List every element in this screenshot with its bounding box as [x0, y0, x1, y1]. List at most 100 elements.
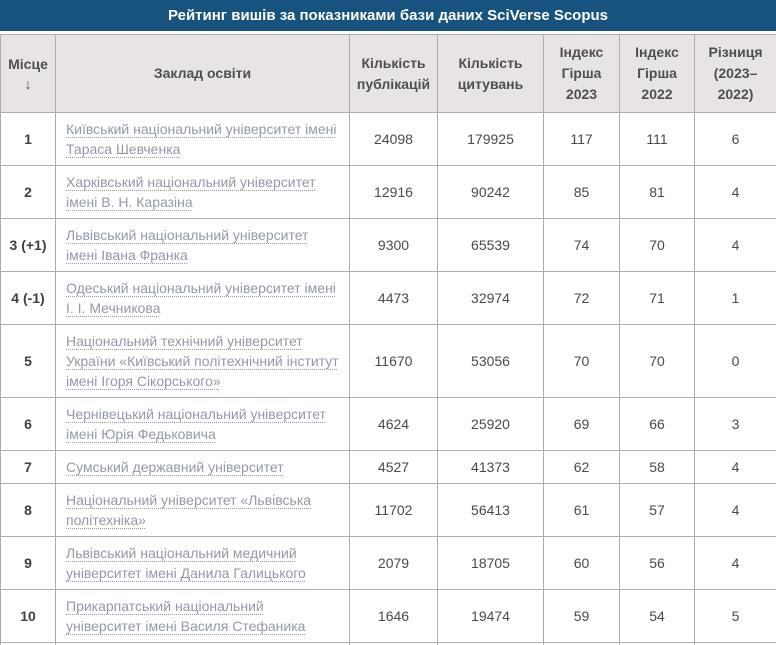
- hirsch-2022-cell: 66: [619, 397, 695, 451]
- rank-cell: 9: [0, 536, 56, 590]
- institution-link[interactable]: Чернівецький національний університет ім…: [66, 406, 326, 442]
- col-header-hirsch-2023-label: Індекс Гірша 2023: [559, 44, 604, 102]
- col-header-difference-label: Різниця (2023–2022): [708, 44, 763, 102]
- hirsch-2023-cell: 117: [543, 112, 620, 166]
- ranking-table: Місце ↓ Заклад освіти Кількість публікац…: [0, 34, 776, 645]
- institution-cell: Львівський національний університет імен…: [55, 218, 350, 272]
- table-row: 6 Чернівецький національний університет …: [0, 397, 776, 451]
- table-row: 5 Національний технічний університет Укр…: [0, 324, 776, 398]
- col-header-hirsch-2023: Індекс Гірша 2023: [543, 34, 620, 113]
- rank-cell: 3 (+1): [0, 218, 56, 272]
- hirsch-2023-cell: 62: [543, 450, 620, 484]
- col-header-citations-label: Кількість цитувань: [457, 54, 524, 92]
- institution-cell: Прикарпатський національний університет …: [55, 589, 350, 643]
- citations-cell: 41373: [437, 450, 544, 484]
- col-header-institution-label: Заклад освіти: [153, 65, 252, 81]
- citations-cell: 18705: [437, 536, 544, 590]
- difference-cell: 1: [694, 271, 776, 325]
- hirsch-2022-cell: 81: [619, 165, 695, 219]
- table-body: 1 Київський національний університет іме…: [0, 112, 776, 643]
- publications-cell: 11702: [349, 483, 438, 537]
- rank-cell: 7: [0, 450, 56, 484]
- hirsch-2023-cell: 61: [543, 483, 620, 537]
- rank-cell: 6: [0, 397, 56, 451]
- table-row: 7 Сумський державний університет 4527 41…: [0, 450, 776, 484]
- hirsch-2023-cell: 74: [543, 218, 620, 272]
- hirsch-2023-cell: 85: [543, 165, 620, 219]
- institution-link[interactable]: Національний університет «Львівська полі…: [66, 492, 312, 528]
- institution-link[interactable]: Сумський державний університет: [66, 459, 284, 475]
- publications-cell: 2079: [349, 536, 438, 590]
- institution-cell: Харківський національний університет іме…: [55, 165, 350, 219]
- clipped-next-row: [0, 642, 776, 645]
- hirsch-2022-cell: 71: [619, 271, 695, 325]
- difference-cell: 4: [694, 483, 776, 537]
- institution-link[interactable]: Харківський національний університет іме…: [66, 174, 316, 210]
- publications-cell: 4527: [349, 450, 438, 484]
- institution-link[interactable]: Одеський національний університет імені …: [66, 280, 336, 316]
- hirsch-2022-cell: 70: [619, 324, 695, 398]
- rank-cell: 5: [0, 324, 56, 398]
- citations-cell: 179925: [437, 112, 544, 166]
- institution-link[interactable]: Київський національний університет імені…: [66, 121, 337, 157]
- hirsch-2022-cell: 54: [619, 589, 695, 643]
- institution-cell: Київський національний університет імені…: [55, 112, 350, 166]
- publications-cell: 12916: [349, 165, 438, 219]
- hirsch-2022-cell: 57: [619, 483, 695, 537]
- table-row: 4 (-1) Одеський національний університет…: [0, 271, 776, 325]
- difference-cell: 4: [694, 450, 776, 484]
- institution-cell: Сумський державний університет: [55, 450, 350, 484]
- hirsch-2022-cell: 111: [619, 112, 695, 166]
- publications-cell: 4624: [349, 397, 438, 451]
- table-row: 2 Харківський національний університет і…: [0, 165, 776, 219]
- col-header-citations: Кількість цитувань: [437, 34, 544, 113]
- publications-cell: 9300: [349, 218, 438, 272]
- institution-cell: Національний університет «Львівська полі…: [55, 483, 350, 537]
- citations-cell: 53056: [437, 324, 544, 398]
- publications-cell: 11670: [349, 324, 438, 398]
- col-header-place[interactable]: Місце ↓: [0, 34, 56, 113]
- difference-cell: 3: [694, 397, 776, 451]
- publications-cell: 24098: [349, 112, 438, 166]
- difference-cell: 4: [694, 536, 776, 590]
- table-row: 9 Львівський національний медичний уніве…: [0, 536, 776, 590]
- difference-cell: 4: [694, 218, 776, 272]
- table-row: 1 Київський національний університет іме…: [0, 112, 776, 166]
- hirsch-2022-cell: 70: [619, 218, 695, 272]
- hirsch-2023-cell: 60: [543, 536, 620, 590]
- institution-link[interactable]: Національний технічний університет Украї…: [66, 333, 339, 389]
- hirsch-2022-cell: 58: [619, 450, 695, 484]
- publications-cell: 1646: [349, 589, 438, 643]
- col-header-hirsch-2022: Індекс Гірша 2022: [619, 34, 695, 113]
- difference-cell: 4: [694, 165, 776, 219]
- difference-cell: 0: [694, 324, 776, 398]
- sort-descending-icon[interactable]: ↓: [24, 76, 32, 92]
- institution-link[interactable]: Львівський національний медичний універс…: [66, 545, 306, 581]
- rank-cell: 4 (-1): [0, 271, 56, 325]
- title-bar: Рейтинг вишів за показниками бази даних …: [0, 0, 776, 31]
- citations-cell: 65539: [437, 218, 544, 272]
- col-header-publications-label: Кількість публікацій: [356, 54, 431, 92]
- rank-cell: 2: [0, 165, 56, 219]
- hirsch-2022-cell: 56: [619, 536, 695, 590]
- hirsch-2023-cell: 70: [543, 324, 620, 398]
- publications-cell: 4473: [349, 271, 438, 325]
- institution-cell: Чернівецький національний університет ім…: [55, 397, 350, 451]
- difference-cell: 6: [694, 112, 776, 166]
- institution-link[interactable]: Прикарпатський національний університет …: [66, 598, 306, 634]
- rank-cell: 1: [0, 112, 56, 166]
- hirsch-2023-cell: 69: [543, 397, 620, 451]
- citations-cell: 25920: [437, 397, 544, 451]
- table-row: 10 Прикарпатський національний університ…: [0, 589, 776, 643]
- page-title: Рейтинг вишів за показниками бази даних …: [167, 7, 609, 24]
- table-row: 3 (+1) Львівський національний університ…: [0, 218, 776, 272]
- institution-cell: Одеський національний університет імені …: [55, 271, 350, 325]
- institution-cell: Національний технічний університет Украї…: [55, 324, 350, 398]
- citations-cell: 32974: [437, 271, 544, 325]
- col-header-difference: Різниця (2023–2022): [694, 34, 776, 113]
- citations-cell: 56413: [437, 483, 544, 537]
- rank-cell: 8: [0, 483, 56, 537]
- hirsch-2023-cell: 72: [543, 271, 620, 325]
- institution-link[interactable]: Львівський національний університет імен…: [66, 227, 309, 263]
- header-row: Місце ↓ Заклад освіти Кількість публікац…: [0, 34, 776, 113]
